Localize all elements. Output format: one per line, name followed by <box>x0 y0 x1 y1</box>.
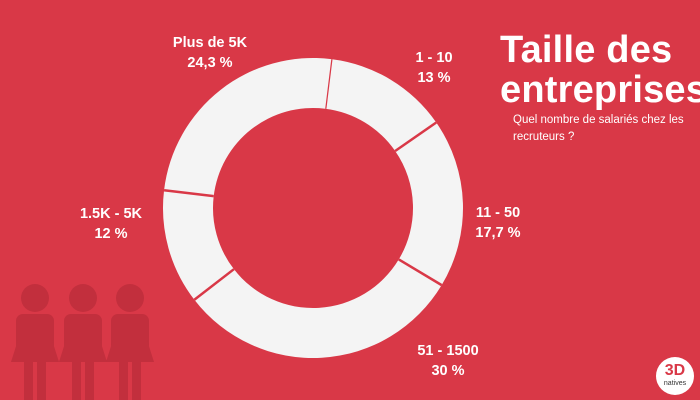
slice-value-label: 13 % <box>417 70 450 86</box>
slice-separator <box>193 268 235 301</box>
slice-category-label: Plus de 5K <box>173 35 248 51</box>
donut-slice <box>164 57 332 197</box>
logo-text: 3D <box>664 362 686 379</box>
slice-separator <box>163 188 214 198</box>
title-line-1: Taille des <box>500 29 673 71</box>
slice-category-label: 1.5K - 5K <box>80 206 143 222</box>
slice-category-label: 1 - 10 <box>415 50 452 66</box>
donut-slice <box>163 190 234 300</box>
title-block: Taille des entreprises <box>500 29 700 111</box>
brand-logo: 3D natives <box>656 357 694 395</box>
slice-separator <box>398 258 443 287</box>
slice-value-label: 30 % <box>431 363 464 379</box>
slice-labels: 1 - 10 13 % 11 - 50 17,7 % 51 - 1500 30 % 1.5K… <box>80 35 521 379</box>
slice-separator <box>394 121 437 153</box>
slice-category-label: 11 - 50 <box>476 205 520 221</box>
title-line-2: entreprises <box>500 69 700 111</box>
donut-chart <box>163 57 463 359</box>
people-illustration <box>11 284 154 400</box>
person-icon <box>11 284 59 400</box>
logo-subtext: natives <box>663 380 687 387</box>
slice-value-label: 24,3 % <box>187 55 232 71</box>
person-icon <box>59 284 107 400</box>
person-icon <box>106 284 154 400</box>
subtitle: Quel nombre de salariés chez les recrute… <box>513 114 684 143</box>
slice-value-label: 12 % <box>94 226 127 242</box>
donut-slice <box>194 259 442 359</box>
donut-slice <box>325 59 437 151</box>
donut-slice <box>395 122 463 286</box>
slice-value-label: 17,7 % <box>475 225 520 241</box>
slice-category-label: 51 - 1500 <box>417 343 478 359</box>
